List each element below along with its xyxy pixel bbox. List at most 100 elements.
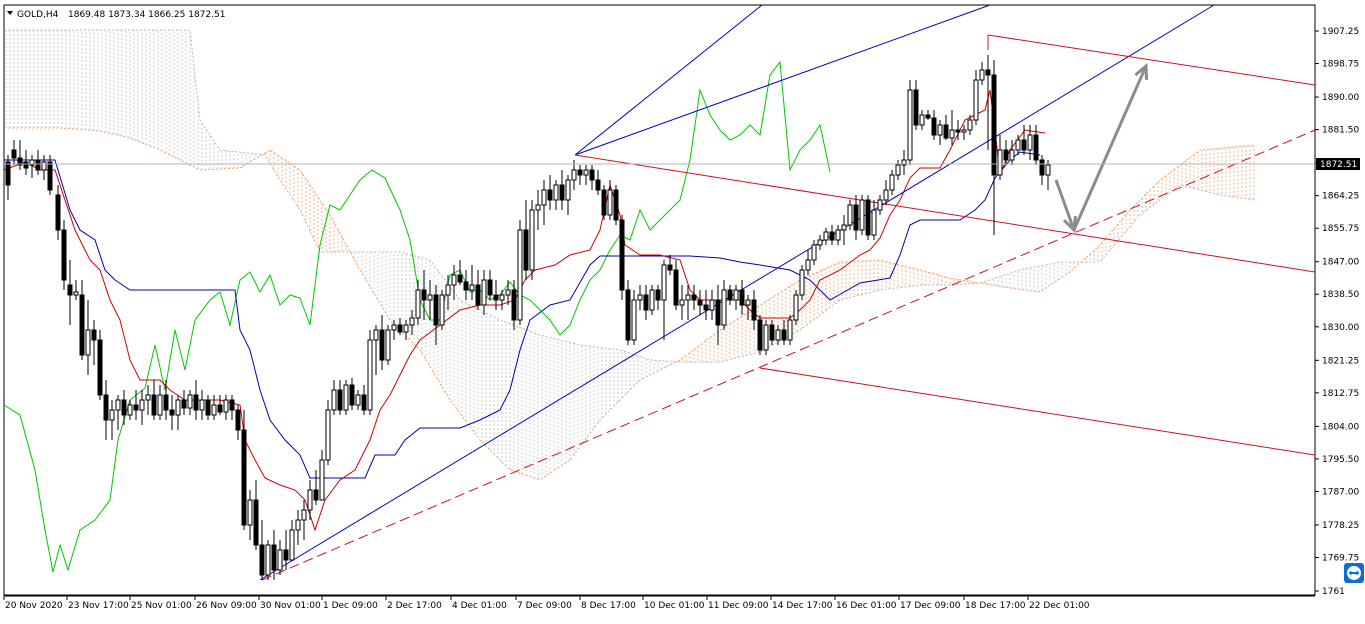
bullish-candle [295, 510, 301, 545]
bearish-candle [493, 280, 499, 310]
bearish-candle [61, 220, 67, 290]
bullish-candle [979, 62, 985, 85]
bullish-candle [949, 110, 955, 145]
bullish-candle [793, 290, 799, 325]
bullish-candle [343, 380, 349, 415]
pitchfork-median-line[interactable] [261, 129, 1316, 581]
andrews-pitchfork[interactable] [261, 34, 1316, 581]
bearish-candle [181, 390, 187, 415]
bullish-candle [847, 200, 853, 230]
bearish-candle [397, 318, 403, 335]
time-tick-label: 18 Dec 17:00 [965, 601, 1026, 611]
pitchfork-upper-prong[interactable] [987, 34, 1316, 86]
bearish-candle [667, 255, 673, 275]
bullish-candle [439, 290, 445, 330]
bullish-candle [265, 540, 271, 580]
price-axis[interactable]: 1907.25 1898.75 1890.00 1881.50 1864.25 1855.… [1315, 27, 1359, 597]
bullish-candle [499, 290, 505, 310]
bearish-candle [625, 280, 631, 345]
bearish-candle [715, 285, 721, 345]
bullish-candle [409, 310, 415, 335]
bullish-candle [733, 285, 739, 310]
price-tick-label: 1847.00 [1322, 258, 1359, 268]
bullish-candle [775, 325, 781, 345]
price-tick-label: 1787.00 [1322, 487, 1359, 497]
bullish-candle [391, 320, 397, 340]
bearish-candle [241, 410, 247, 530]
bullish-candle [325, 400, 331, 465]
price-tick-label: 1761 [1322, 587, 1345, 597]
channel-mid-line[interactable] [574, 4, 991, 156]
bullish-candle [805, 250, 811, 275]
time-tick-label: 22 Dec 01:00 [1029, 601, 1090, 611]
channel-parallel-line[interactable] [574, 4, 763, 156]
bullish-candle [961, 125, 967, 140]
bearish-candle [577, 165, 583, 185]
bullish-candle [535, 190, 541, 230]
bearish-candle [35, 150, 41, 175]
projection-arrow-up[interactable] [1072, 62, 1149, 231]
bearish-candle [361, 385, 367, 415]
bearish-candle [589, 165, 595, 190]
bullish-candle [997, 135, 1003, 180]
bullish-candle [787, 315, 793, 345]
bullish-candle [811, 240, 817, 265]
bullish-candle [307, 480, 313, 520]
bullish-candle [745, 295, 751, 320]
bearish-candle [205, 395, 211, 420]
bullish-candle [859, 195, 865, 235]
price-tick-label: 1855.75 [1322, 224, 1359, 234]
bearish-candle [11, 140, 17, 165]
bullish-candle [373, 325, 379, 375]
time-tick-label: 20 Nov 2020 [5, 601, 63, 611]
bearish-candle [523, 200, 529, 280]
bullish-candle [157, 385, 163, 420]
bearish-candle [739, 280, 745, 315]
bullish-candle [937, 120, 943, 145]
price-tick-label: 1907.25 [1322, 27, 1359, 37]
bullish-candle [187, 390, 193, 415]
price-tick-label: 1812.75 [1322, 389, 1359, 399]
price-tick-label: 1864.25 [1322, 192, 1359, 202]
bearish-candle [23, 150, 29, 175]
triangle-down-icon[interactable] [7, 11, 13, 15]
bullish-candle [115, 395, 121, 430]
current-price-badge: 1872.51 [1316, 158, 1360, 171]
bearish-candle [595, 170, 601, 195]
bullish-candle [85, 300, 91, 375]
bullish-candle [709, 290, 715, 320]
bullish-candle [553, 180, 559, 210]
bullish-candle [277, 540, 283, 575]
bearish-candle [463, 270, 469, 300]
bearish-candle [133, 390, 139, 420]
projection-arrows[interactable] [1054, 62, 1149, 234]
bearish-candle [103, 380, 109, 440]
bearish-candle [619, 215, 625, 300]
time-axis[interactable]: 20 Nov 2020 23 Nov 17:00 25 Nov 01:00 26 No… [3, 596, 1090, 611]
bullish-candle [211, 395, 217, 420]
time-tick-label: 17 Dec 09:00 [900, 601, 961, 611]
bearish-candle [613, 185, 619, 225]
kijun-path [4, 151, 1041, 479]
bullish-candle [109, 400, 115, 440]
time-tick-label: 11 Dec 09:00 [708, 601, 769, 611]
time-tick-label: 30 Nov 01:00 [260, 601, 321, 611]
pitchfork-middle-prong[interactable] [574, 154, 1316, 273]
bullish-candle [301, 500, 307, 540]
bearish-candle [55, 185, 61, 240]
bullish-candle [127, 400, 133, 420]
bullish-candle [889, 170, 895, 195]
bearish-candle [1021, 125, 1027, 155]
bullish-candle [679, 285, 685, 320]
pitchfork-lower-prong[interactable] [759, 367, 1316, 456]
bullish-candle [685, 285, 691, 320]
bullish-candle [763, 320, 769, 355]
price-tick-label: 1898.75 [1322, 60, 1359, 70]
bullish-candle [823, 228, 829, 245]
bearish-candle [163, 380, 169, 420]
teamviewer-icon[interactable] [1344, 563, 1364, 583]
bullish-candle [289, 520, 295, 561]
bullish-candle [517, 220, 523, 325]
